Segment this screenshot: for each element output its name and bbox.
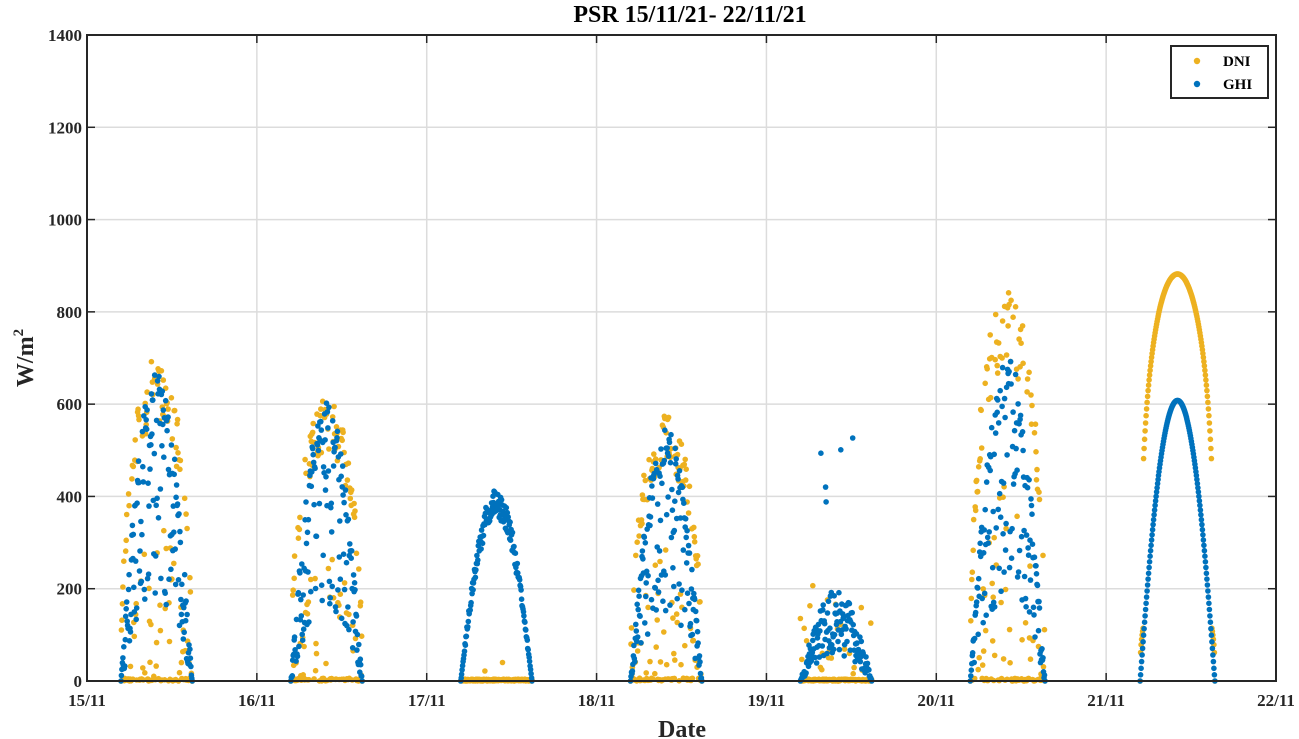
grid-lines <box>87 35 1276 681</box>
x-tick-label: 21/11 <box>1087 691 1125 710</box>
axis-ticks <box>86 34 1277 682</box>
plot-frame <box>86 34 1277 682</box>
y-axis-label-text: W/m <box>13 336 39 387</box>
legend-marker-ghi-icon <box>1193 80 1201 88</box>
y-tick-label: 1400 <box>48 26 82 45</box>
x-tick-label: 15/11 <box>68 691 106 710</box>
y-tick-label: 1200 <box>48 118 82 137</box>
chart-title: PSR 15/11/21- 22/11/21 <box>573 2 806 28</box>
svg-text:W/m2: W/m2 <box>11 329 39 387</box>
x-tick-label: 20/11 <box>917 691 955 710</box>
legend-label-dni: DNI <box>1223 54 1251 70</box>
y-tick-label: 1000 <box>48 211 82 230</box>
legend: DNI GHI <box>1170 45 1269 99</box>
x-tick-label: 18/11 <box>578 691 616 710</box>
x-tick-label: 16/11 <box>238 691 276 710</box>
x-tick-label: 19/11 <box>748 691 786 710</box>
scatter-points <box>118 271 1218 684</box>
x-tick-label: 17/11 <box>408 691 446 710</box>
x-tick-label: 22/11 <box>1257 691 1295 710</box>
y-tick-label: 800 <box>57 303 83 322</box>
y-tick-labels: 0 200 400 600 800 1000 1200 1400 <box>48 26 82 691</box>
y-axis-label-superscript: 2 <box>11 329 27 337</box>
y-axis-label: W/m2 <box>11 329 39 387</box>
legend-label-ghi: GHI <box>1223 77 1252 93</box>
x-axis-label: Date <box>658 717 706 739</box>
y-tick-label: 0 <box>74 672 83 691</box>
y-tick-label: 400 <box>57 487 83 506</box>
x-tick-labels: 15/11 16/11 17/11 18/11 19/11 20/11 21/11 22/11 <box>68 691 1295 710</box>
y-tick-label: 200 <box>57 580 83 599</box>
legend-marker-dni-icon <box>1193 57 1201 65</box>
legend-box <box>1170 45 1269 99</box>
y-tick-label: 600 <box>57 395 83 414</box>
